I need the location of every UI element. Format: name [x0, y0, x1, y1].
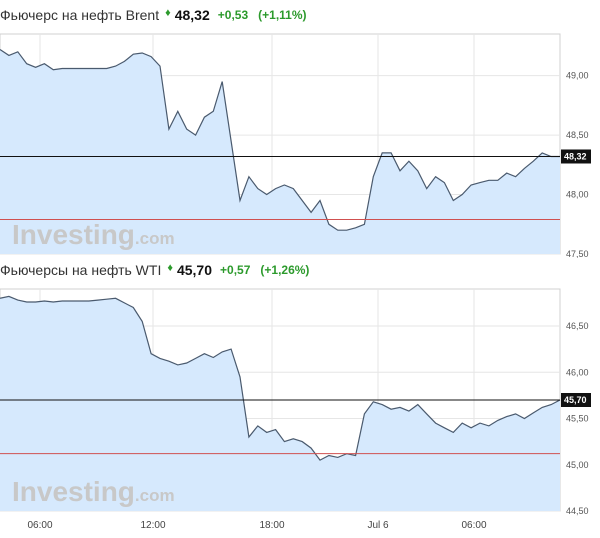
price-area	[0, 296, 560, 511]
current-price-badge	[561, 393, 591, 407]
price-line	[0, 295, 561, 461]
investing-watermark: Investing.com	[12, 476, 175, 507]
y-tick-label: 44,50	[566, 506, 589, 516]
watermark-brand: Investing	[12, 219, 135, 250]
price-line	[0, 48, 560, 231]
y-tick-label: 45,00	[566, 460, 589, 470]
chart-title-brent: Фьючерс на нефть Brent ♦ 48,32 +0,53 (+1…	[0, 5, 307, 25]
up-arrow-icon: ♦	[167, 262, 173, 274]
price-change-percent: (+1,26%)	[260, 263, 310, 277]
y-tick-label: 46,00	[566, 367, 589, 377]
y-tick-label: 48,50	[566, 130, 589, 140]
chart-title-wti: Фьючерсы на нефть WTI ♦ 45,70 +0,57 (+1,…	[0, 260, 309, 280]
y-tick-label: 46,50	[566, 321, 589, 331]
wti-price-chart[interactable]: 46,50 46,00 45,50 45,00 44,50 Investing.com 45…	[0, 285, 600, 538]
x-tick-label: 06:00	[461, 520, 486, 531]
y-tick-label: 48,00	[566, 190, 589, 200]
brent-price-chart[interactable]: 49,00 48,50 48,00 47,50 Investing.com 48,32	[0, 30, 600, 258]
watermark-brand: Investing	[12, 476, 135, 507]
price-change: +0,53	[217, 8, 249, 22]
last-price: 48,32	[174, 7, 210, 23]
up-arrow-icon: ♦	[165, 7, 171, 19]
instrument-name[interactable]: Фьючерсы на нефть WTI	[0, 262, 162, 278]
watermark-suffix: .com	[135, 229, 175, 248]
y-tick-label: 49,00	[566, 71, 589, 81]
x-tick-label: Jul 6	[367, 520, 389, 531]
y-tick-label: 45,50	[566, 414, 589, 424]
current-price-badge	[561, 149, 591, 164]
price-change-percent: (+1,11%)	[258, 8, 307, 22]
current-price-label: 48,32	[564, 151, 587, 161]
instrument-name[interactable]: Фьючерс на нефть Brent	[0, 7, 160, 23]
last-price: 45,70	[176, 262, 213, 278]
current-price-label: 45,70	[564, 395, 587, 405]
investing-watermark: Investing.com	[12, 219, 175, 250]
price-area	[0, 49, 560, 254]
watermark-suffix: .com	[135, 486, 175, 505]
y-tick-label: 47,50	[566, 249, 589, 258]
x-tick-label: 18:00	[259, 520, 284, 531]
x-tick-label: 12:00	[140, 520, 165, 531]
x-tick-label: 06:00	[27, 520, 52, 531]
price-change: +0,57	[220, 263, 251, 277]
